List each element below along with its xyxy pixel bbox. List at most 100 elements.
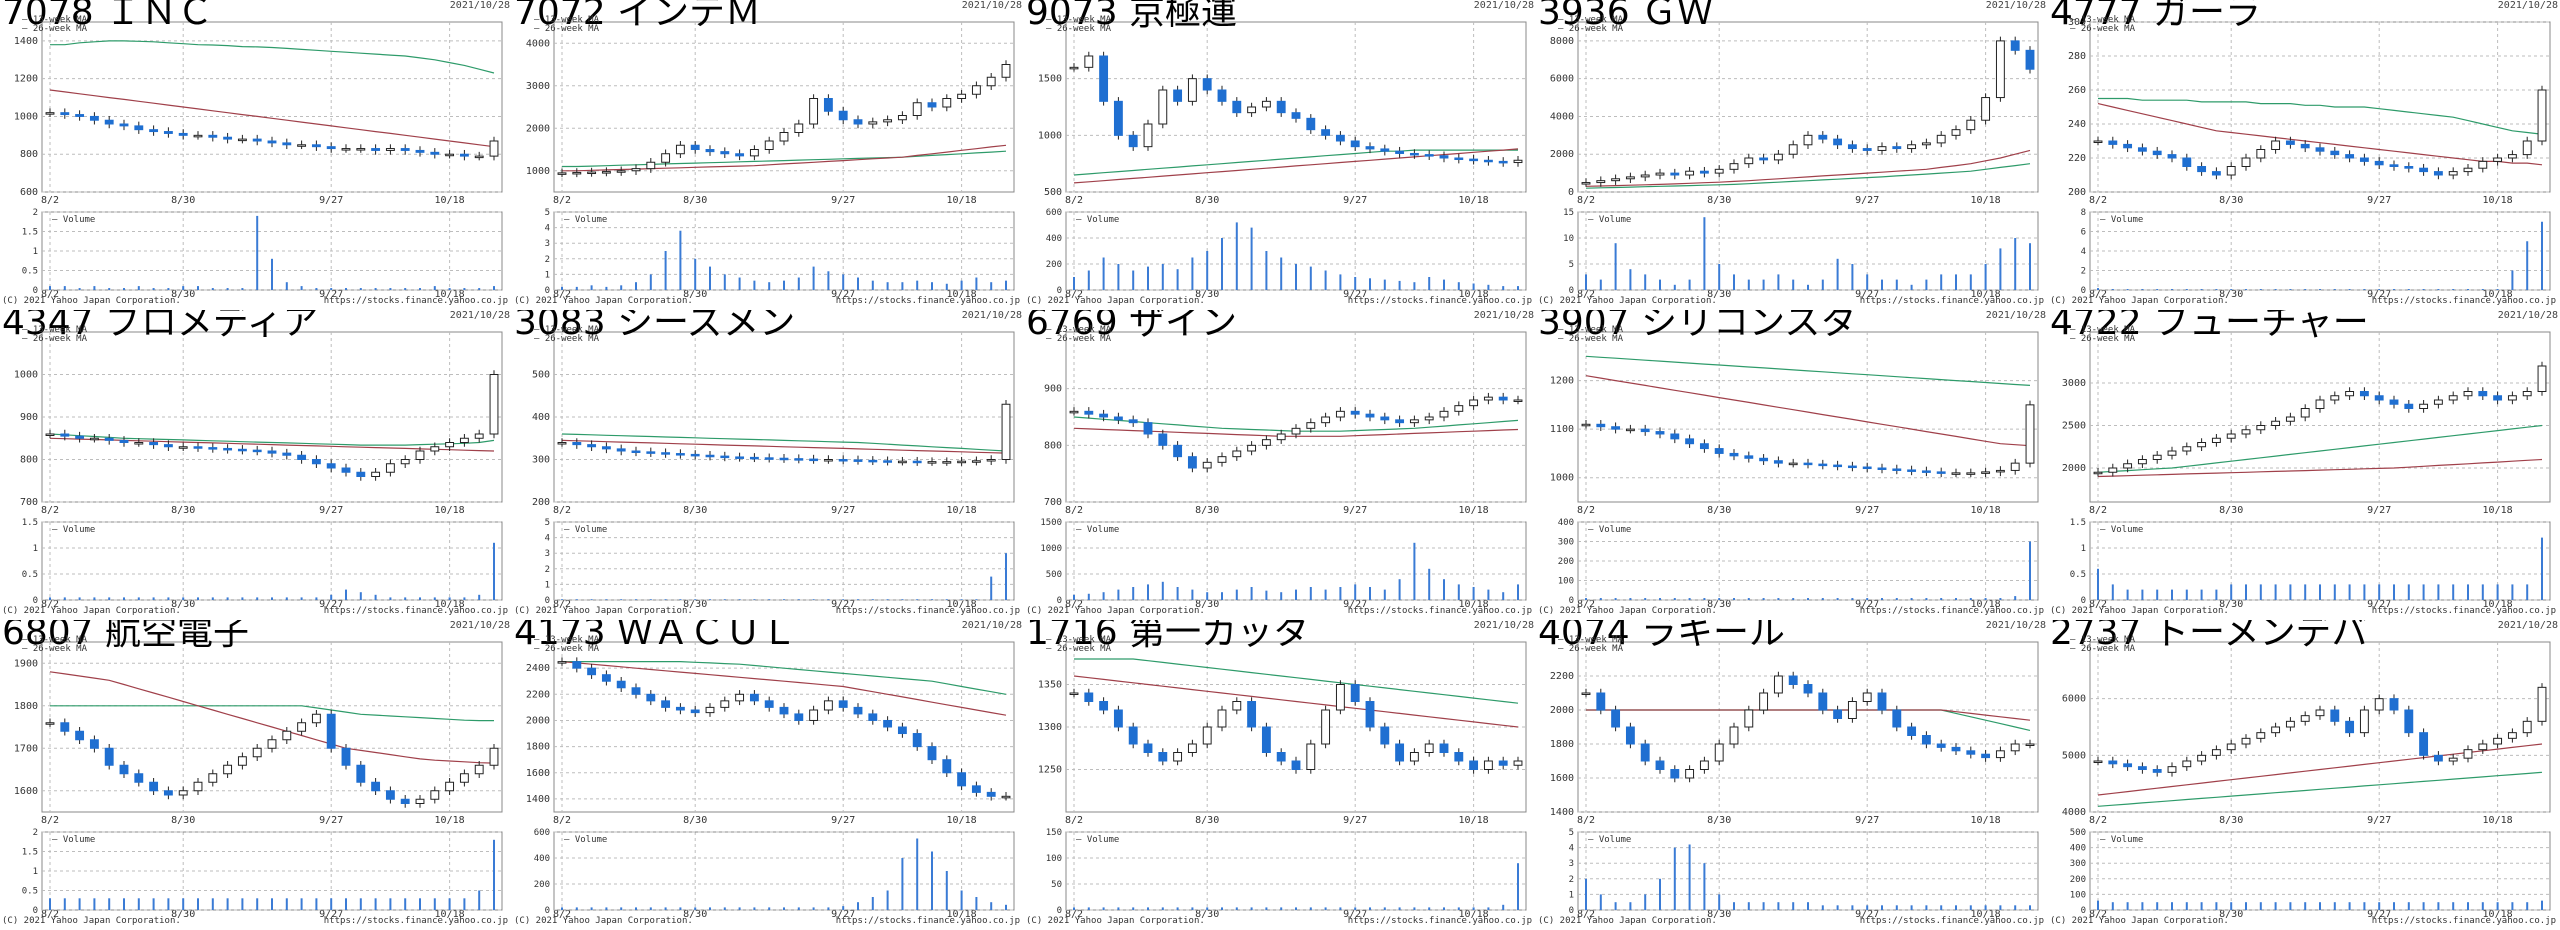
candle-down [208, 134, 218, 138]
x-tick-label: 10/18 [2483, 599, 2513, 610]
volume-bar [1087, 907, 1090, 910]
volume-bar [812, 907, 815, 910]
candle-down [2330, 709, 2340, 722]
volume-bar [345, 589, 347, 600]
candle-down [1847, 144, 1857, 150]
candle-up [371, 471, 381, 477]
candle-up [2211, 437, 2221, 443]
ma-legend: – 13-week MA – 26-week MA [2070, 636, 2135, 654]
volume-tick-label: 5 [1569, 828, 1574, 838]
candle-up [557, 172, 567, 175]
volume-bar [1940, 598, 1943, 600]
volume-bar [1969, 274, 1972, 290]
volume-bar [1659, 279, 1661, 290]
volume-bar [285, 898, 288, 910]
volume-bar [635, 599, 637, 600]
chart-svg: 0 2000 4000 6000 8000 8/2 8/2 8/30 8/30 9/27 9/27 1… [1550, 21, 2039, 300]
volume-bar [1487, 589, 1490, 600]
chart-svg: 4000500060008/28/28/308/309/279/2710/181… [2062, 641, 2551, 920]
ma26-legend: – 26-week MA [1046, 334, 1112, 344]
volume-tick-label: 5 [1569, 260, 1574, 270]
volume-bar [93, 898, 96, 910]
candle-down [311, 459, 321, 465]
candle-up [1744, 157, 1754, 165]
volume-bar [1585, 598, 1587, 600]
volume-bar [478, 890, 481, 910]
volume-bar [1925, 905, 1928, 910]
volume-bar [990, 902, 993, 910]
x-tick-label: 9/27 [1343, 505, 1367, 516]
candle-up [1069, 66, 1079, 70]
chart-svg: 700 800 900 8/2 8/2 8/30 8/30 9/27 9/27 10/18 10/1… [1040, 331, 1527, 610]
volume-bar [2245, 902, 2247, 910]
candle-down [1833, 138, 1843, 146]
x-tick-label: 10/18 [435, 599, 465, 610]
candle-down [1143, 422, 1153, 435]
candle-up [1158, 89, 1168, 125]
volume-bar [723, 274, 726, 290]
volume-bar [1428, 907, 1431, 910]
volume-bar [2245, 289, 2247, 290]
candle-down [1395, 743, 1405, 762]
volume-bar [1324, 270, 1327, 290]
candle-up [311, 713, 321, 724]
volume-bar [1718, 894, 1721, 910]
candle-up [1409, 419, 1419, 424]
candle-up [252, 747, 262, 758]
y-tick-label: 240 [2068, 119, 2086, 130]
candle-down [2285, 140, 2295, 145]
candle-up [1847, 701, 1857, 719]
candle-up [2123, 463, 2133, 469]
candle-down [1833, 709, 1843, 719]
volume-bar [1102, 257, 1105, 290]
x-tick-label: 8/30 [171, 505, 195, 516]
volume-tick-label: 200 [1558, 557, 1574, 567]
volume-plot-frame [1065, 521, 1527, 601]
candle-down [2182, 157, 2192, 167]
x-tick-label: 9/27 [319, 815, 343, 826]
candle-up [1951, 129, 1961, 136]
candle-down [1232, 100, 1242, 114]
x-tick-label: 8/30 [1707, 505, 1731, 516]
volume-bar [2304, 902, 2307, 910]
x-tick-label: 8/2 [553, 599, 571, 610]
ma13-legend: – 13-week MA [534, 15, 600, 25]
candle-down [2404, 709, 2414, 734]
volume-bar [2141, 289, 2144, 290]
volume-bar [2171, 589, 2173, 600]
chart-date: 2021/10/28 [961, 0, 1022, 11]
candle-down [1454, 157, 1464, 160]
candle-up [1202, 461, 1212, 469]
candle-down [853, 119, 863, 125]
candle-up [1424, 416, 1434, 421]
x-tick-label: 8/2 [553, 815, 571, 826]
candle-down [616, 680, 626, 689]
volume-bar [448, 288, 451, 290]
candle-up [1699, 760, 1709, 770]
x-tick-label: 8/30 [2219, 815, 2243, 826]
volume-bar [605, 599, 608, 600]
y-tick-label: 1000 [1038, 130, 1062, 141]
volume-bar [1117, 907, 1120, 910]
candle-up [1759, 692, 1769, 711]
candle-up [237, 756, 247, 766]
volume-bar [916, 599, 919, 600]
copyright-text: (C) 2021 Yahoo Japan Corporation. [514, 606, 693, 616]
volume-tick-label: 3 [545, 549, 550, 559]
volume-bar [2319, 289, 2321, 290]
candle-down [1291, 112, 1301, 119]
volume-bar [2333, 289, 2336, 290]
candle-down [2315, 147, 2325, 152]
candle-down [1276, 752, 1286, 762]
volume-bar [1673, 847, 1676, 910]
volume-bar [768, 907, 771, 910]
volume-bar [1659, 878, 1661, 910]
candle-up [134, 442, 144, 445]
x-tick-label: 9/27 [1343, 815, 1367, 826]
volume-bar [590, 599, 593, 600]
source-url: https://stocks.finance.yahoo.co.jp [2371, 296, 2556, 306]
volume-tick-label: 2 [33, 208, 38, 218]
volume-bar [1836, 258, 1839, 290]
stock-chart-panel: 1250 1300 1350 8/2 8/2 8/30 8/30 9/27 9/27 10/18 1… [1024, 620, 1536, 930]
volume-tick-label: 4 [545, 224, 550, 234]
